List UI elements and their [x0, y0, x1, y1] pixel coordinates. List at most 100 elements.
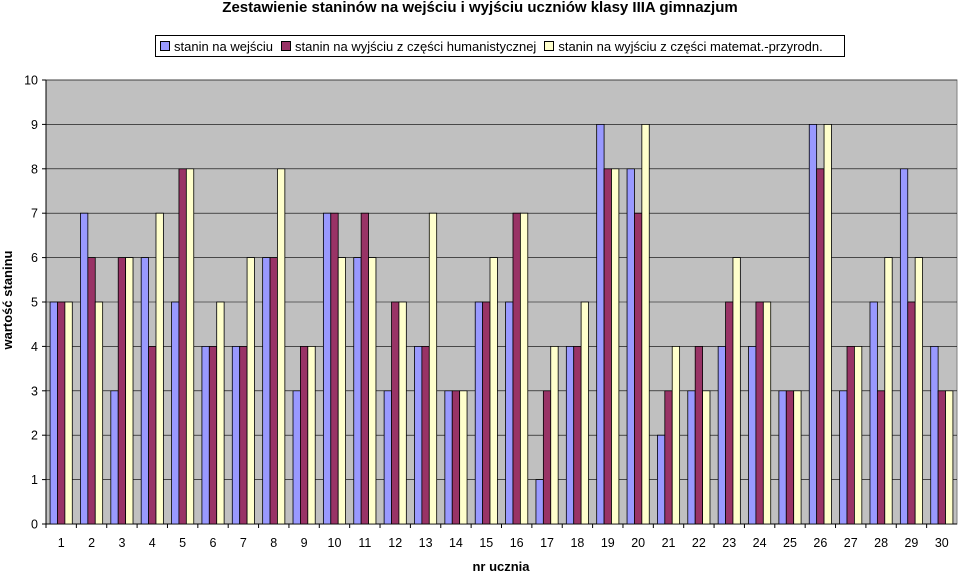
y-tick-label: 5: [31, 296, 38, 310]
bar: [360, 212, 369, 525]
legend: stanin na wejściu stanin na wyjściu z czę…: [155, 35, 845, 57]
bar: [846, 345, 855, 525]
bar: [542, 390, 552, 525]
bar: [687, 390, 696, 525]
x-tick-label: 13: [419, 536, 433, 550]
legend-swatch: [160, 41, 170, 51]
bar: [839, 390, 848, 525]
bar: [155, 212, 164, 525]
bar: [778, 390, 787, 525]
bar: [451, 390, 461, 525]
x-tick-label: 27: [844, 536, 858, 550]
bar: [80, 212, 89, 525]
bar: [87, 257, 96, 525]
x-tick-label: 7: [240, 536, 247, 550]
bar: [512, 212, 521, 525]
bar: [732, 257, 741, 525]
bar: [398, 301, 407, 525]
bar: [748, 345, 757, 525]
x-tick-label: 30: [935, 536, 949, 550]
x-tick-label: 3: [118, 536, 125, 550]
x-tick-label: 22: [692, 536, 706, 550]
bar: [300, 345, 309, 525]
bar: [573, 345, 582, 525]
x-tick-label: 4: [149, 536, 156, 550]
legend-swatch: [281, 41, 291, 51]
y-tick-label: 10: [24, 74, 38, 88]
x-tick-label: 12: [388, 536, 402, 550]
x-tick-label: 8: [270, 536, 277, 550]
bar: [854, 345, 863, 525]
bar: [762, 301, 772, 525]
bar: [657, 434, 666, 525]
bar: [816, 168, 825, 525]
bar: [428, 212, 438, 525]
bar: [148, 345, 157, 525]
bar: [725, 301, 734, 525]
bar: [785, 390, 795, 525]
bar: [337, 257, 346, 525]
bar: [414, 345, 423, 525]
bar: [125, 257, 134, 525]
legend-item: stanin na wyjściu z części matemat.-przy…: [544, 38, 823, 54]
y-tick-label: 9: [31, 118, 38, 132]
y-tick-label: 8: [31, 162, 38, 176]
y-tick-label: 7: [31, 207, 38, 221]
chart-title: Zestawienie staninów na wejściu i wyjści…: [222, 0, 738, 16]
bar: [907, 301, 916, 525]
x-tick-label: 19: [601, 536, 615, 550]
bar: [262, 257, 271, 525]
x-tick-label: 18: [570, 536, 584, 550]
legend-label: stanin na wejściu: [174, 38, 273, 54]
y-axis-label: wartość staninu: [0, 250, 15, 350]
y-tick-label: 3: [31, 384, 38, 398]
bar: [246, 257, 255, 525]
legend-label: stanin na wyjściu z części matemat.-przy…: [558, 38, 823, 54]
x-tick-label: 25: [783, 536, 797, 550]
bar: [208, 345, 218, 525]
bar: [231, 345, 241, 525]
y-tick-label: 6: [31, 251, 38, 265]
bar: [535, 479, 544, 525]
bar: [239, 345, 248, 525]
x-tick-label: 10: [328, 536, 342, 550]
bar: [117, 257, 127, 525]
bar: [322, 212, 332, 525]
x-tick-label: 16: [510, 536, 524, 550]
bar: [580, 301, 589, 525]
y-tick-label: 0: [31, 518, 38, 532]
bar: [489, 257, 498, 525]
x-tick-label: 1: [58, 536, 65, 550]
legend-swatch: [544, 41, 555, 51]
bar: [421, 345, 430, 525]
bar: [330, 212, 339, 525]
bar: [277, 168, 286, 525]
y-tick-label: 2: [31, 429, 38, 443]
y-tick-label: 1: [31, 473, 38, 487]
bar: [94, 301, 104, 525]
bar: [755, 301, 764, 525]
bar: [884, 257, 893, 525]
x-tick-label: 23: [722, 536, 736, 550]
legend-label: stanin na wyjściu z części humanistyczne…: [295, 38, 537, 54]
bar: [178, 168, 187, 525]
bar: [930, 345, 939, 525]
bar: [64, 301, 73, 525]
bar: [899, 168, 909, 525]
bar: [914, 257, 923, 525]
x-tick-label: 6: [210, 536, 217, 550]
bar: [269, 257, 278, 525]
bar: [945, 390, 954, 525]
bar: [626, 168, 635, 525]
x-tick-label: 15: [479, 536, 493, 550]
bar: [459, 390, 468, 525]
bar: [57, 301, 66, 525]
bar: [694, 345, 703, 525]
bar: [876, 390, 886, 525]
bar: [664, 390, 673, 525]
bar: [823, 124, 832, 525]
bar: [216, 301, 225, 525]
bar: [596, 124, 605, 525]
bar: [201, 345, 210, 525]
